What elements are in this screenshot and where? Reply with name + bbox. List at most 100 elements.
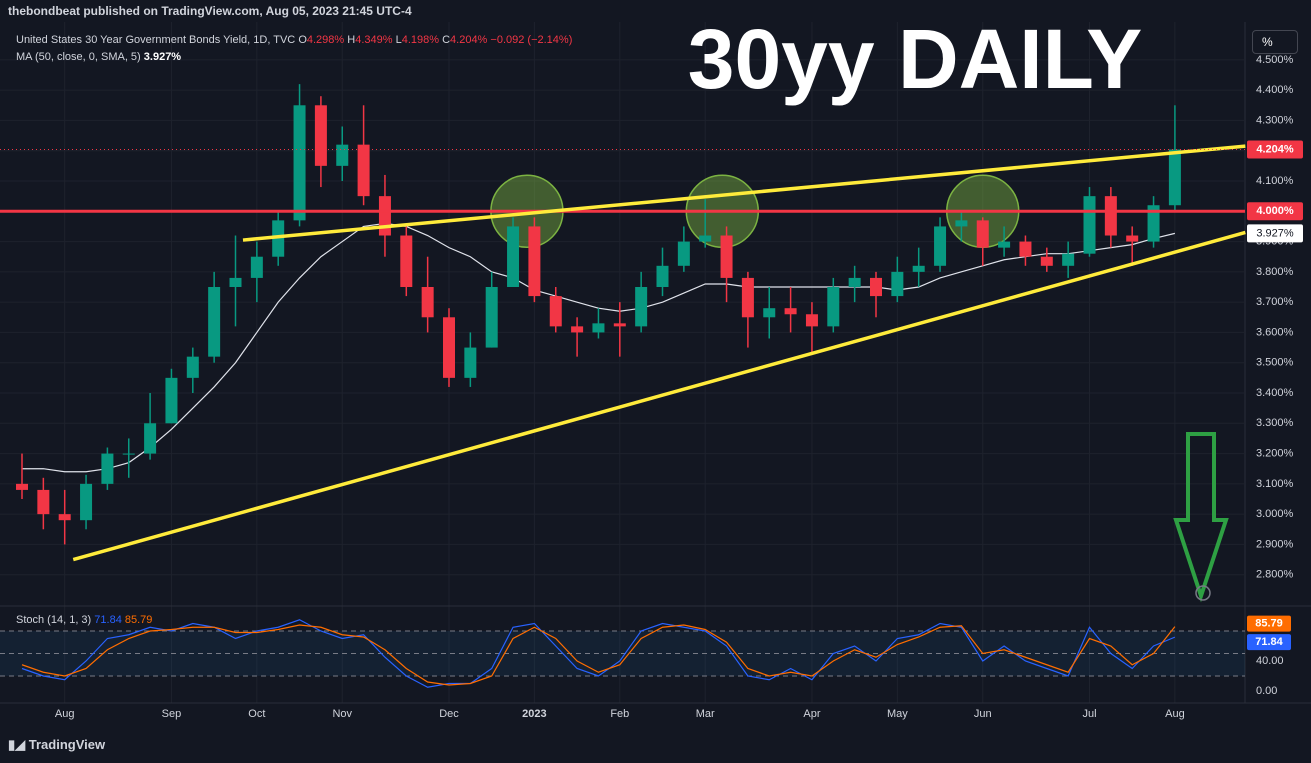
candle-body [1126,235,1139,242]
candle-body [549,296,562,327]
candle-body [250,256,263,278]
price-label: 4.000% [1256,205,1294,217]
candle-body [16,483,28,490]
y-tick-label: 3.200% [1256,447,1294,459]
candle-body [1062,253,1075,266]
ma-legend: MA (50, close, 0, SMA, 5) 3.927% [16,51,181,63]
candle-body [272,220,285,257]
candle-body [293,105,306,221]
candle-body [528,226,541,297]
candle-body [891,271,904,297]
candle-body [144,423,157,454]
candle-body [784,308,797,315]
stoch-d: 85.79 [124,614,153,626]
trendline [242,144,1246,242]
ma-label-box [1247,224,1303,243]
candle-body [699,235,712,242]
ohlc-value: 4.198% [401,34,440,46]
stoch-label: 85.79 [1255,618,1283,630]
candle-body [208,287,221,357]
symbol: United States 30 Year Government Bonds Y… [16,34,296,46]
candle-body [571,326,584,333]
brand-name: TradingView [28,737,106,752]
candle-body [677,241,690,266]
candle-body [1147,205,1160,242]
candle-body [870,277,882,297]
ohlc-label: L [395,34,402,46]
candle-body [912,265,925,272]
candle-body [37,489,50,515]
y-tick-label: 0.00 [1256,685,1277,697]
y-tick-label: 2.800% [1256,569,1294,581]
y-tick-label: 40.00 [1256,655,1284,667]
candle-body [357,144,370,197]
publisher: thebondbeat published on TradingView.com… [8,4,412,18]
brand: ▮◢ TradingView [8,737,106,752]
candle-body [741,277,754,318]
candle-body [827,287,840,327]
y-tick-label: 4.100% [1256,175,1294,187]
candle-body [1019,241,1032,257]
y-tick-label: 2.900% [1256,538,1294,550]
ohlc-value: 4.349% [355,34,393,46]
y-tick-label: 3.400% [1256,387,1294,399]
ohlc-label: O [298,34,307,46]
y-tick-label: 3.000% [1256,508,1294,520]
x-tick-label: Aug [1165,708,1185,720]
candle-body [443,317,455,378]
plot: Aug Sep Oct Nov Dec 2023 Feb Mar Apr May Jun Jul Aug… [0,22,1311,720]
price-label-box [1247,202,1303,221]
candle-body [720,235,733,278]
ohlc-label: C [442,34,451,46]
ma-name: MA (50, close, 0, SMA, 5) [16,51,141,63]
candle-body [314,105,327,166]
candle-body [101,453,114,484]
candle-body [1083,196,1096,254]
candle-body [58,514,71,521]
x-tick-label: Jun [974,708,992,720]
candle-body [336,144,349,166]
stoch-k: 71.84 [94,614,122,626]
candle-body [507,226,520,287]
stoch-legend: Stoch (14, 1, 3) 71.84 85.79 [16,614,152,626]
x-tick-label: Nov [332,708,352,720]
x-tick-label: 2023 [522,708,546,720]
candle-body [400,235,413,287]
x-tick-label: May [887,708,908,720]
ohlc-label: H [347,34,356,46]
y-tick-label: 3.500% [1256,357,1294,369]
x-tick-label: Mar [696,708,715,720]
candle-body [1168,149,1181,206]
x-tick-label: Dec [439,708,459,720]
x-tick-label: Jul [1082,708,1096,720]
candle-body [122,453,135,455]
candle-body [656,265,669,287]
candle-body [464,347,477,378]
candle-body [848,277,861,287]
price-label: 4.204% [1256,143,1294,155]
ohlc-value: 4.204% [450,34,488,46]
y-tick-label: 4.500% [1256,54,1294,66]
candle-body [934,226,947,266]
x-tick-label: Apr [803,708,820,720]
y-tick-label: 3.600% [1256,326,1294,338]
candle-body [165,377,178,424]
y-tick-label: 3.700% [1256,296,1294,308]
y-tick-label: 3.100% [1256,478,1294,490]
candle-body [763,308,776,318]
change: −0.092 (−2.14%) [490,34,573,46]
candle-body [998,241,1011,248]
candle-body [805,314,818,327]
y-tick-label: 3.800% [1256,266,1294,278]
x-tick-label: Aug [55,708,75,720]
candle-body [955,220,968,227]
ma-value: 3.927% [143,51,182,63]
candle-body [80,483,93,521]
chart-title: 30yy DAILY [688,12,1143,106]
unit-button[interactable]: % [1252,30,1298,54]
arrow-annotation [1173,432,1229,603]
ohlc-value: 4.298% [306,34,345,46]
candle-body [976,220,989,248]
